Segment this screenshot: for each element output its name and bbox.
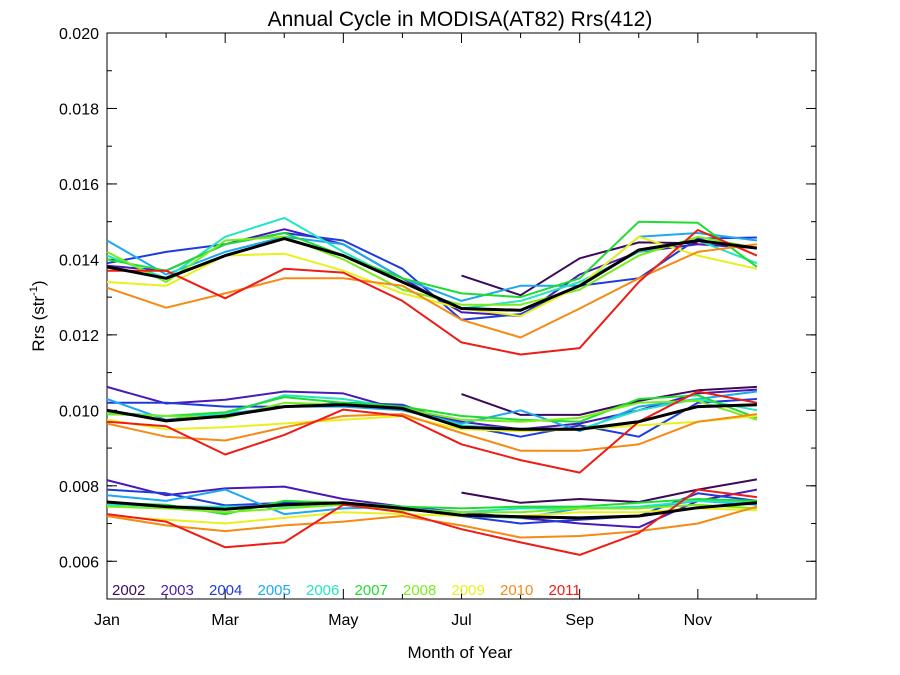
series-line-2002-band-1 [461,385,757,416]
y-axis-label-tail: ) [29,280,48,286]
y-tick-label: 0.018 [59,101,99,118]
y-tick-label: 0.020 [59,26,99,43]
legend-item-2008: 2008 [403,582,436,599]
legend-item-2003: 2003 [161,582,194,599]
y-axis-label-main: Rrs (str [29,296,48,352]
series-line-2005-band-0 [106,232,758,302]
x-tick-label: Mar [211,612,239,629]
legend-item-2007: 2007 [355,582,388,599]
x-axis-label: Month of Year [408,643,513,662]
x-tick-label: Sep [565,612,594,629]
legend-item-2010: 2010 [500,582,533,599]
legend-item-2004: 2004 [209,582,242,599]
y-axis-label-superscript: -1 [28,286,40,296]
series-line-2010-band-1 [106,413,758,452]
y-tick-label: 0.006 [59,554,99,571]
series-line-2010-band-0 [106,243,758,339]
legend-item-2002: 2002 [112,582,145,599]
x-tick-label: Jan [94,612,120,629]
legend-item-2009: 2009 [452,582,485,599]
legend: 2002 2003 2004 2005 2006 2007 2008 2009 2010 2011 [112,582,581,599]
series-line-2007-band-0 [106,220,758,299]
y-tick-label: 0.014 [59,252,99,269]
mean-line-band-1 [106,403,757,431]
y-tick-label: 0.012 [59,328,99,345]
series-line-2007-band-1 [106,394,758,423]
y-tick-label: 0.010 [59,403,99,420]
legend-item-2011: 2011 [549,582,581,599]
legend-item-2006: 2006 [306,582,339,599]
series-line-2008-band-0 [106,235,758,306]
y-axis: 0.006 0.008 0.010 0.012 0.014 0.016 0.018 0.020 [59,26,816,600]
x-tick-label: May [328,612,358,629]
mean-line-band-2 [106,500,758,520]
chart-title: Annual Cycle in MODISA(AT82) Rrs(412) [268,8,653,31]
series-line-2009-band-2 [106,507,757,525]
series-line-2011-band-2 [106,488,758,556]
y-tick-label: 0.016 [59,177,99,194]
x-axis: Jan Mar May Jul Sep Nov [94,33,817,629]
legend-item-2005: 2005 [258,582,291,599]
mean-line-band-0 [106,237,758,312]
x-tick-label: Jul [451,612,471,629]
series-line-2011-band-0 [107,229,758,356]
series-line-2011-band-1 [106,390,758,474]
y-axis-label: Rrs (str-1) [28,280,48,351]
x-tick-label: Nov [684,612,712,629]
y-tick-label: 0.008 [59,479,99,496]
series-line-2002-band-2 [461,478,758,504]
series-layer [106,216,758,556]
